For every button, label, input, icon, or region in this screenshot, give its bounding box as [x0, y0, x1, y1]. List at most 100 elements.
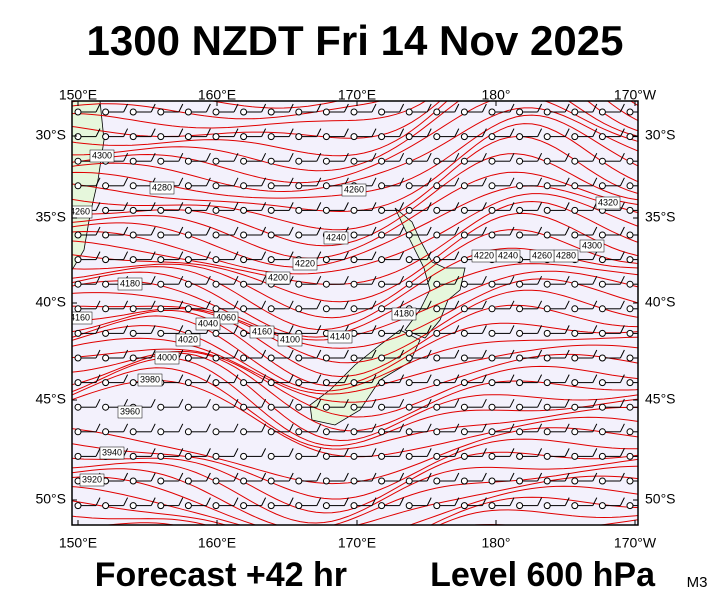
wind-barb: [343, 374, 349, 383]
wind-barb: [233, 275, 239, 285]
wind-station: [516, 157, 524, 165]
wind-station: [460, 231, 468, 239]
wind-barb: [178, 374, 184, 383]
contour-label-box: [471, 249, 497, 263]
wind-barb: [426, 374, 432, 383]
wind-barb: [233, 374, 239, 383]
wind-barb: [454, 325, 460, 334]
lat-label: 30°S: [35, 127, 66, 143]
wind-barb: [619, 423, 625, 433]
contour-label: 4140: [330, 331, 350, 341]
wind-barb: [343, 152, 349, 162]
wind-barb: [509, 177, 515, 187]
wind-station: [626, 354, 634, 362]
wind-barb: [343, 472, 349, 482]
wind-barb: [288, 349, 294, 359]
wind-barb: [150, 423, 156, 433]
wind-barb: [288, 226, 294, 236]
wind-station: [598, 452, 606, 460]
wind-station: [295, 477, 303, 485]
wind-barb: [564, 398, 570, 408]
wind-barb: [233, 300, 239, 310]
contour-line: [72, 315, 638, 392]
wind-barb: [509, 226, 515, 236]
wind-barb: [233, 226, 239, 236]
wind-barb: [205, 398, 211, 408]
wind-barb: [399, 448, 405, 457]
wind-station: [184, 428, 192, 436]
wind-station: [295, 379, 303, 387]
wind-station: [295, 182, 303, 190]
contour-label-box: [72, 311, 93, 325]
wind-station: [295, 133, 303, 141]
wind-barb: [95, 251, 101, 260]
wind-station: [240, 206, 248, 214]
wind-barb: [454, 398, 460, 408]
wind-station: [405, 231, 413, 239]
wind-station: [102, 256, 110, 264]
wind-station: [543, 182, 551, 190]
contour-label: 4040: [198, 318, 218, 328]
contour-label: 4300: [92, 150, 112, 160]
wind-barb: [261, 374, 267, 383]
wind-station: [129, 133, 137, 141]
wind-barb: [399, 398, 405, 408]
wind-barb: [205, 103, 211, 113]
wind-barb: [316, 497, 322, 506]
wind-station: [350, 231, 358, 239]
wind-barb: [399, 325, 405, 334]
wind-station: [488, 182, 496, 190]
wind-station: [267, 305, 275, 313]
wind-barb: [648, 325, 652, 333]
wind-barb: [426, 325, 432, 334]
wind-barb: [288, 152, 294, 162]
wind-station: [212, 157, 220, 165]
contour-label: 4160: [252, 326, 272, 336]
wind-barb: [205, 349, 211, 359]
wind-station: [129, 354, 137, 362]
wind-barb: [371, 300, 377, 310]
wind-station: [295, 305, 303, 313]
wind-barb: [95, 103, 101, 113]
wind-station: [378, 379, 386, 387]
wind-barb: [343, 423, 349, 433]
wind-station: [212, 502, 220, 510]
wind-barb: [564, 128, 570, 137]
contour-label: 3940: [102, 447, 122, 457]
wind-barb: [123, 202, 129, 211]
wind-station: [543, 280, 551, 288]
wind-station: [626, 452, 634, 460]
wind-barb: [288, 103, 294, 113]
wind-station: [460, 403, 468, 411]
wind-station: [405, 502, 413, 510]
lon-label: 170°W: [614, 535, 657, 551]
wind-barb: [592, 251, 598, 260]
wind-station: [322, 108, 330, 116]
wind-barb: [509, 275, 515, 285]
contour-label-box: [277, 333, 303, 347]
wind-barb: [399, 497, 405, 506]
wind-station: [405, 452, 413, 460]
wind-station: [157, 305, 165, 313]
wind-barb: [648, 153, 652, 161]
wind-barb: [399, 177, 405, 187]
wind-barb: [316, 152, 322, 162]
wind-barb: [537, 226, 543, 236]
wind-station: [322, 206, 330, 214]
wind-station: [322, 133, 330, 141]
wind-barb: [481, 325, 487, 334]
wind-station: [102, 231, 110, 239]
contour-label-box: [117, 405, 143, 419]
wind-barb: [150, 202, 156, 211]
wind-station: [157, 477, 165, 485]
wind-barb: [178, 349, 184, 359]
wind-barb: [288, 325, 294, 334]
wind-barb: [205, 300, 211, 310]
wind-station: [433, 206, 441, 214]
contour-label: 4220: [474, 250, 494, 260]
wind-barb: [205, 374, 211, 383]
wind-barb: [454, 472, 460, 482]
contour-label-box: [595, 196, 621, 210]
wind-barb: [426, 202, 432, 211]
wind-barb: [95, 202, 101, 211]
